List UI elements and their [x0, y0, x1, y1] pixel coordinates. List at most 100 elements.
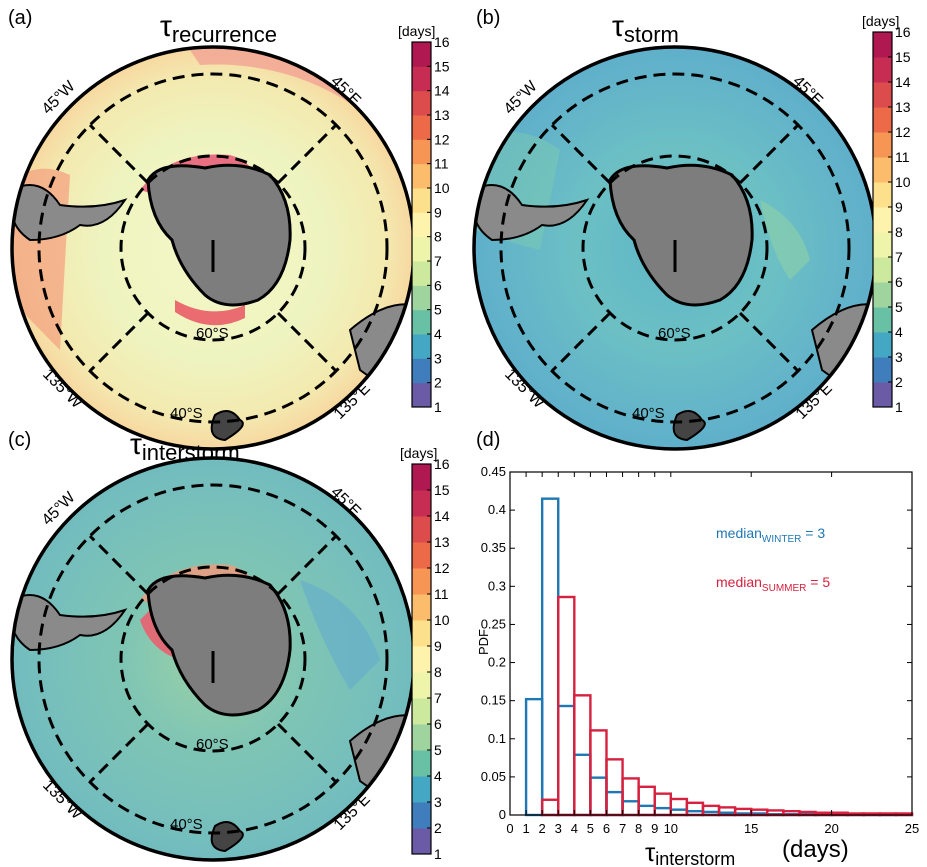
colorbar-tick-label: 3 [434, 350, 442, 366]
x-tick-label: 8 [635, 821, 642, 836]
colorbar-band [873, 207, 892, 233]
panel-d: (d) PDF 0 1 2 3 4 5 6 7 8 9 10 15 20 2500.050.10.150.… [476, 429, 919, 867]
bar-winter [605, 790, 624, 817]
colorbar-tick-label: 9 [895, 199, 903, 215]
colorbar-band [873, 357, 892, 383]
colorbar-tick-label: 15 [434, 482, 450, 498]
colorbar-tick-label: 8 [434, 664, 442, 680]
colorbar-tick-label: 10 [434, 180, 450, 196]
colorbar-band [412, 115, 431, 140]
colorbar-band [412, 90, 431, 116]
colorbar-band [412, 516, 431, 543]
x-axis-unit: (days) [782, 836, 849, 863]
panel-a: (a) τrecurrence 45°W 45°E 135 [8, 7, 416, 451]
y-tick-label: 0.4 [488, 502, 506, 517]
bar-summer [653, 792, 672, 817]
colorbar-tick-label: 14 [434, 508, 450, 524]
legend-summer: medianSUMMER = 5 [716, 574, 830, 594]
x-tick-label: 0 [506, 821, 513, 836]
x-tick-label: 7 [619, 821, 626, 836]
x-tick-label: 1 [522, 821, 529, 836]
y-tick-label: 0.05 [481, 769, 506, 784]
colorbar-tick-label: 4 [895, 324, 903, 340]
panel-a-label-40s: 40°S [170, 405, 203, 422]
bar-summer [540, 798, 560, 817]
bar-winter [589, 776, 608, 817]
colorbar-band [873, 232, 892, 258]
colorbar-band [873, 282, 892, 308]
colorbar-tick-label: 13 [434, 107, 450, 123]
y-tick-label: 0.3 [488, 578, 506, 593]
colorbar-tick-label: 5 [895, 299, 903, 315]
bar-summer [669, 797, 689, 817]
colorbar-band [873, 32, 892, 58]
colorbar-tick-label: 2 [434, 820, 442, 836]
panel-b-label: (b) [476, 7, 500, 29]
panel-c-label-40s: 40°S [170, 816, 203, 833]
colorbar-tick-label: 8 [895, 224, 903, 240]
x-tick-label: 25 [905, 821, 919, 836]
bar-winter [524, 697, 544, 817]
bar-summer [717, 806, 737, 817]
x-tick-label: 6 [603, 821, 610, 836]
panel-b-map [474, 47, 876, 449]
colorbar-band [873, 307, 892, 333]
bar-winter [621, 800, 640, 817]
colorbar-band [412, 464, 431, 491]
y-tick-label: 0.15 [481, 693, 506, 708]
colorbar-band [873, 82, 892, 108]
bar-summer [701, 804, 721, 817]
colorbar-tick-label: 7 [434, 253, 442, 269]
colorbar-tick-label: 7 [434, 690, 442, 706]
colorbar-tick-label: 4 [434, 768, 442, 784]
colorbar-tick-label: 16 [434, 456, 450, 472]
colorbar-band [873, 107, 892, 133]
colorbar-tick-label: 13 [895, 99, 911, 115]
colorbar-tick-label: 5 [434, 742, 442, 758]
legend-winter: medianWINTER = 3 [716, 525, 825, 545]
colorbar-tick-label: 3 [434, 794, 442, 810]
colorbar-tick-label: 10 [895, 174, 911, 190]
colorbar-band [412, 163, 431, 189]
colorbar-band [873, 57, 892, 83]
colorbar-band [412, 309, 431, 335]
bar-summer [733, 807, 753, 817]
colorbar-tick-label: 7 [895, 249, 903, 265]
colorbar-tick-label: 4 [434, 326, 442, 342]
x-tick-label: 2 [539, 821, 546, 836]
colorbar-band [412, 285, 431, 311]
colorbar-band [412, 646, 431, 673]
panel-d-label: (d) [476, 429, 500, 451]
colorbar-band [412, 698, 431, 725]
bar-summer [589, 729, 608, 817]
colorbar-tick-label: 10 [434, 612, 450, 628]
x-tick-label: 9 [651, 821, 658, 836]
y-tick-label: 0.35 [481, 540, 506, 555]
colorbar-tick-label: 8 [434, 229, 442, 245]
colorbar-band [412, 261, 431, 286]
colorbar-tick-label: 12 [434, 131, 450, 147]
colorbar-tick-label: 2 [434, 375, 442, 391]
colorbar-band [412, 334, 431, 359]
colorbar-c-unit: [days] [400, 445, 437, 461]
x-tick-label: 5 [587, 821, 594, 836]
panel-c-label-60s: 60°S [196, 736, 229, 753]
y-tick-label: 0.25 [481, 616, 506, 631]
colorbar-band [412, 542, 431, 569]
colorbar-band [412, 750, 431, 777]
colorbar-tick-label: 2 [895, 374, 903, 390]
colorbar-tick-label: 3 [895, 349, 903, 365]
colorbar-band [412, 188, 431, 213]
colorbar-band [412, 724, 431, 751]
y-tick-label: 0.45 [481, 464, 506, 479]
panel-b-label-40s: 40°S [632, 405, 665, 422]
x-tick-label: 4 [571, 821, 578, 836]
colorbar-b-bands [872, 31, 893, 408]
colorbar-frame [411, 41, 432, 408]
colorbar-tick-label: 15 [434, 58, 450, 74]
colorbar-tick-label: 14 [895, 74, 911, 90]
